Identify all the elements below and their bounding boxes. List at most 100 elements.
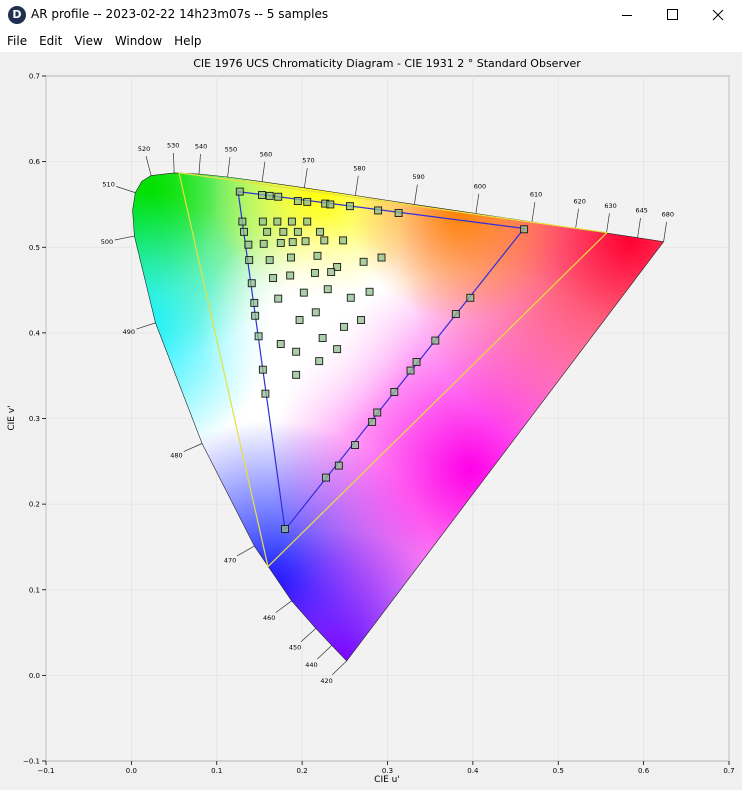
chart-title: CIE 1976 UCS Chromaticity Diagram - CIE … — [193, 57, 581, 70]
sample-point — [323, 285, 332, 294]
sample-point — [313, 251, 322, 260]
sample-point — [334, 461, 343, 470]
sample-point — [311, 308, 320, 317]
wavelength-tick — [303, 167, 308, 188]
sample-point — [406, 366, 415, 375]
sample-point — [292, 347, 301, 356]
x-tick-label: 0.2 — [297, 767, 308, 775]
sample-point — [326, 200, 335, 209]
x-axis-label: CIE u' — [374, 775, 400, 785]
sample-point — [287, 217, 296, 226]
wavelength-label: 480 — [170, 451, 182, 459]
wavelength-tick — [261, 161, 266, 182]
wavelength-label: 620 — [574, 197, 586, 205]
wavelength-tick — [531, 202, 536, 222]
wavelength-label: 500 — [101, 238, 113, 246]
x-tick-label: 0.1 — [211, 767, 222, 775]
menu-bar: File Edit View Window Help — [0, 30, 742, 52]
sample-point — [276, 340, 285, 348]
wavelength-tick — [332, 660, 347, 676]
sample-point — [245, 256, 254, 265]
sample-point — [394, 209, 403, 217]
wavelength-tick — [198, 153, 201, 174]
sample-point — [322, 473, 330, 482]
wavelength-label: 560 — [260, 150, 272, 158]
menu-item[interactable]: View — [74, 34, 103, 48]
wavelength-tick — [663, 221, 667, 242]
sample-point — [295, 316, 304, 324]
menu-item[interactable]: Help — [174, 34, 202, 48]
wavelength-tick — [316, 645, 332, 660]
minimize-button[interactable] — [604, 0, 650, 30]
sample-point — [368, 417, 377, 426]
sample-point — [235, 187, 244, 196]
wavelength-label: 510 — [102, 181, 114, 189]
x-tick-label: 0.6 — [638, 767, 650, 775]
wavelength-label: 580 — [353, 164, 365, 172]
y-tick-label: 0.1 — [29, 586, 40, 594]
menu-item[interactable]: File — [7, 34, 28, 48]
sample-point — [431, 336, 440, 345]
sample-point — [339, 236, 348, 245]
wavelength-tick — [145, 156, 152, 176]
app-icon: D — [8, 6, 26, 24]
sample-point — [263, 227, 272, 236]
sample-point — [274, 192, 283, 201]
y-tick-label: 0.7 — [29, 73, 40, 81]
close-button[interactable] — [696, 0, 742, 30]
sample-point — [244, 240, 253, 249]
wavelength-label: 610 — [530, 191, 542, 199]
wavelength-label: 490 — [123, 328, 135, 336]
wavelength-label: 450 — [289, 644, 301, 652]
sample-point — [373, 408, 382, 417]
wavelength-tick — [173, 152, 175, 173]
sample-point — [238, 217, 247, 226]
wavelength-label: 440 — [305, 661, 317, 669]
sample-point — [466, 293, 475, 302]
wavelength-tick — [606, 213, 610, 234]
sample-point — [276, 239, 285, 247]
menu-item[interactable]: Window — [114, 34, 163, 48]
wavelength-tick — [354, 175, 359, 196]
wavelength-label: 590 — [412, 173, 424, 181]
sample-point — [293, 197, 302, 205]
chart: CIE 1976 UCS Chromaticity Diagram - CIE … — [7, 57, 735, 785]
sample-point — [357, 316, 365, 324]
sample-point — [265, 191, 274, 200]
wavelength-label: 520 — [138, 145, 150, 153]
wavelength-tick — [236, 545, 255, 557]
sample-point — [520, 225, 529, 234]
wavelength-tick — [275, 600, 292, 614]
maximize-button[interactable] — [650, 0, 696, 30]
wavelength-label: 680 — [662, 210, 674, 218]
sample-point — [359, 257, 368, 266]
sample-point — [287, 253, 295, 262]
sample-point — [274, 294, 283, 303]
sample-point — [451, 310, 460, 318]
sample-point — [301, 237, 310, 246]
y-tick-label: −0.1 — [23, 758, 40, 766]
sample-point — [281, 525, 289, 533]
sample-point — [390, 388, 399, 396]
x-tick-label: 0.7 — [723, 767, 734, 775]
y-tick-label: 0.3 — [29, 415, 40, 423]
wavelength-tick — [116, 186, 136, 193]
sample-point — [279, 227, 288, 236]
sample-point — [320, 236, 329, 245]
sample-point — [351, 441, 360, 449]
sample-point — [315, 357, 324, 366]
wavelength-tick — [183, 443, 203, 452]
wavelength-label: 530 — [167, 141, 179, 149]
sample-point — [254, 332, 263, 341]
y-tick-label: 0.2 — [29, 501, 40, 509]
menu-item[interactable]: Edit — [39, 34, 63, 48]
wavelength-label: 460 — [263, 614, 275, 622]
wavelength-tick — [136, 322, 156, 330]
wavelength-tick — [300, 628, 317, 643]
sample-point — [286, 271, 295, 280]
x-tick-label: 0.4 — [467, 767, 479, 775]
sample-point — [261, 389, 270, 398]
x-tick-label: −0.1 — [38, 767, 55, 775]
wavelength-tick — [227, 157, 231, 177]
